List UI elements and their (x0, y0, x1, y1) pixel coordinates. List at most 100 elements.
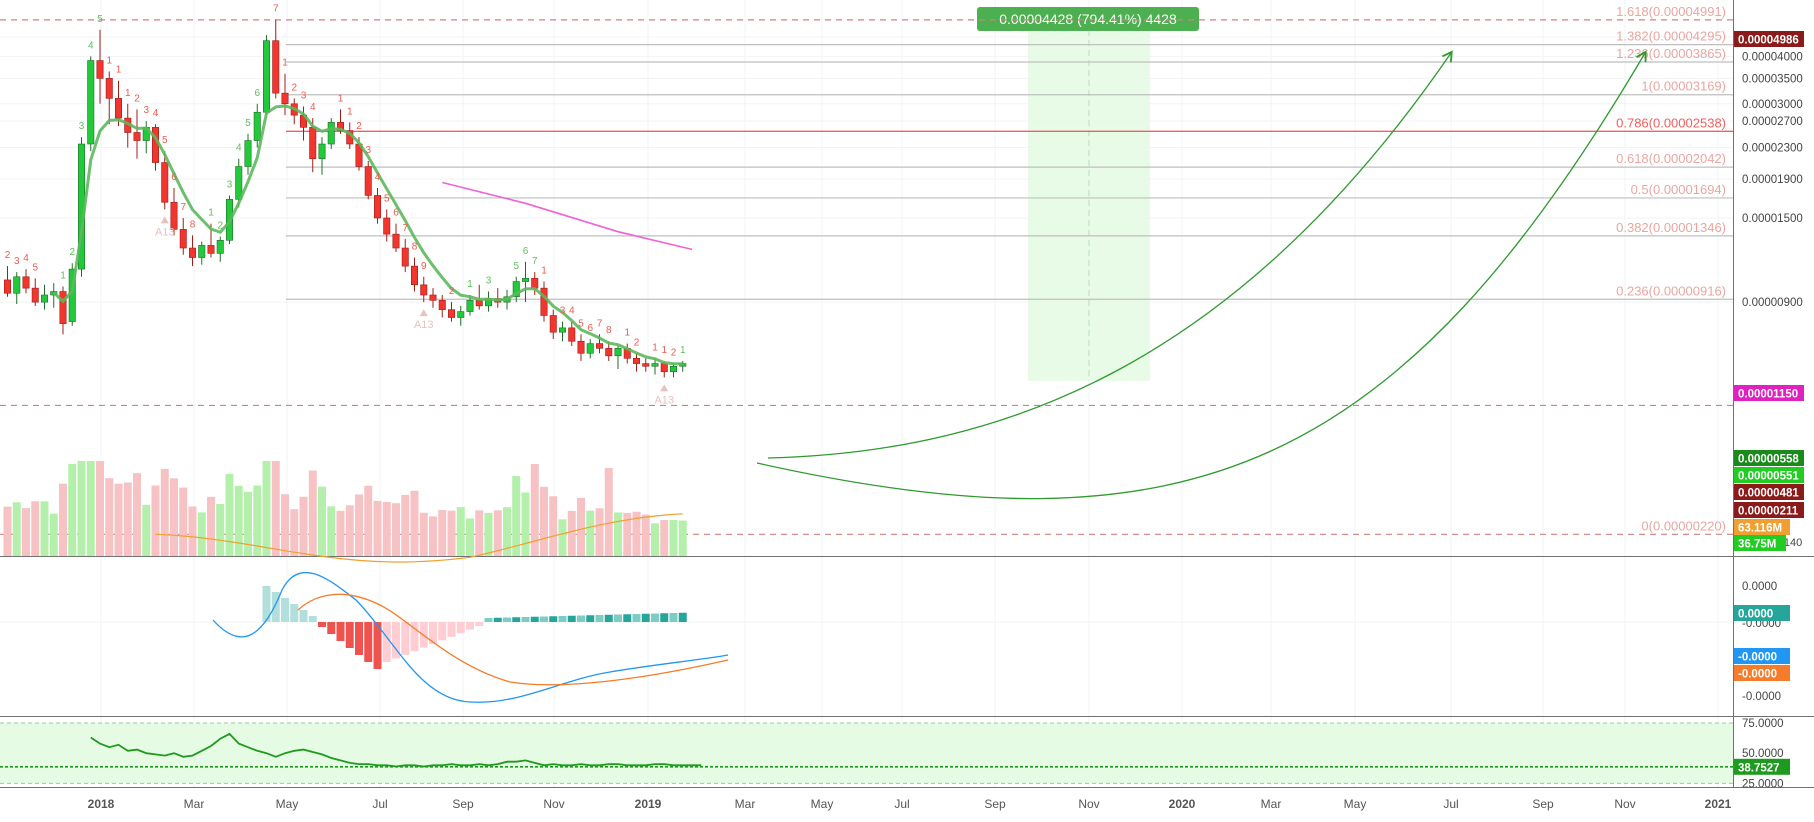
rsi-pane (0, 722, 1733, 784)
td-count-label: 1 (661, 345, 667, 356)
time-axis-label: 2020 (1169, 797, 1196, 811)
volume-bar (216, 503, 225, 556)
volume-bar (225, 473, 234, 556)
volume-bar (604, 468, 613, 556)
macd-badge-bg (1734, 665, 1790, 681)
time-axis-label: Nov (1614, 797, 1635, 811)
volume-bar (207, 496, 215, 556)
candle-body (512, 281, 520, 298)
td-count-label: 2 (134, 93, 140, 104)
candle-body (179, 229, 187, 249)
candle-body (13, 276, 21, 294)
rsi-badge-text: 38.7527 (1738, 762, 1780, 774)
td-count-label: 3 (143, 105, 149, 116)
price-badge: 0.00004986 (1734, 31, 1804, 47)
volume-bar (530, 464, 539, 556)
volume-bar (549, 496, 558, 556)
td-count-label: 1 (125, 88, 131, 99)
td-count-label: 6 (523, 246, 529, 257)
measure-label-text: 0.00004428 (794.41%) 4428 (999, 11, 1177, 27)
candle-body (420, 284, 428, 296)
td-count-label: 1 (467, 279, 473, 290)
candle-body (161, 162, 169, 203)
candle (235, 158, 243, 208)
macd-histogram-bar (364, 622, 373, 662)
macd-histogram-bar (308, 616, 317, 622)
candle (651, 358, 659, 375)
volume-bar (595, 508, 604, 556)
td-count-label: 2 (5, 250, 11, 261)
candle-body (40, 294, 48, 303)
td-count-label: 6 (254, 88, 260, 99)
td-marker-label: A13 (155, 226, 175, 238)
macd-histogram-bar (475, 622, 484, 626)
volume-bar (123, 482, 132, 556)
td-count-label: 3 (365, 145, 371, 156)
candle-body (392, 233, 400, 249)
measure-label: 0.00004428 (794.41%) 4428 (977, 7, 1199, 31)
candle-body (244, 140, 252, 167)
candlesticks (4, 19, 687, 378)
candle (272, 19, 280, 99)
candle (420, 276, 428, 303)
td-count-label: 5 (162, 135, 168, 146)
macd-histogram-bar (336, 622, 345, 641)
macd-signal-line (297, 593, 729, 686)
candle-body (651, 363, 659, 367)
volume-bar (410, 490, 419, 556)
td-count-label: 8 (606, 325, 612, 336)
td-count-label: 7 (402, 223, 408, 234)
candle (31, 278, 39, 306)
time-axis-label: Mar (1261, 797, 1282, 811)
td-count-label: 2 (449, 286, 455, 297)
macd-histogram-bar (549, 616, 558, 622)
volume-bar (429, 516, 437, 556)
candle (216, 236, 224, 262)
volume-bar (114, 483, 123, 556)
td-count-label: 5 (578, 318, 584, 329)
candle-body (22, 276, 30, 289)
macd-histogram-bar (327, 622, 336, 634)
volume-bars (3, 461, 687, 563)
macd-histogram-bar (271, 592, 280, 622)
volume-badge: 63.116M (1734, 519, 1790, 535)
volume-bar (170, 478, 178, 556)
volume-bar (12, 502, 21, 556)
rsi-band-fill (0, 723, 1733, 784)
td-count-label: 3 (560, 306, 566, 317)
candle (669, 363, 677, 378)
volume-bar (484, 512, 493, 556)
td-count-label: 7 (273, 4, 279, 15)
candle-body (170, 201, 178, 230)
fib-level-label: 1.618(0.00004991) (1616, 4, 1726, 19)
price-badge: 0.00001150 (1734, 385, 1804, 401)
price-badge-text: 0.00000211 (1738, 506, 1799, 518)
candle-body (272, 40, 280, 94)
volume-bar (373, 500, 382, 556)
macd-histogram-bar (604, 614, 613, 622)
volume-badge-text: 36.75M (1738, 539, 1776, 551)
macd-histogram-bar (447, 622, 456, 637)
macd-badge-text: -0.0000 (1738, 652, 1777, 664)
candle-body (198, 245, 206, 258)
candle-body (410, 265, 418, 286)
price-axis-tick: 0.00001500 (1742, 213, 1803, 225)
macd-axis-tick: -0.0000 (1742, 691, 1781, 703)
time-axis-label: May (276, 797, 299, 811)
volume-bar (244, 491, 252, 556)
macd-histogram-bar (299, 610, 308, 622)
macd-badge: -0.0000 (1734, 648, 1790, 664)
candle (429, 288, 437, 308)
price-axis-tick: 0.00000900 (1742, 297, 1803, 309)
volume-bar (521, 492, 530, 556)
price-badge-bg (1734, 31, 1804, 47)
td-count-label: 7 (597, 318, 603, 329)
volume-bar (577, 498, 585, 556)
price-badge: 0.00000211 (1734, 502, 1804, 518)
volume-bar (49, 513, 58, 556)
candle-body (364, 166, 372, 196)
candle-body (447, 309, 455, 318)
td-count-label: 4 (23, 253, 29, 264)
